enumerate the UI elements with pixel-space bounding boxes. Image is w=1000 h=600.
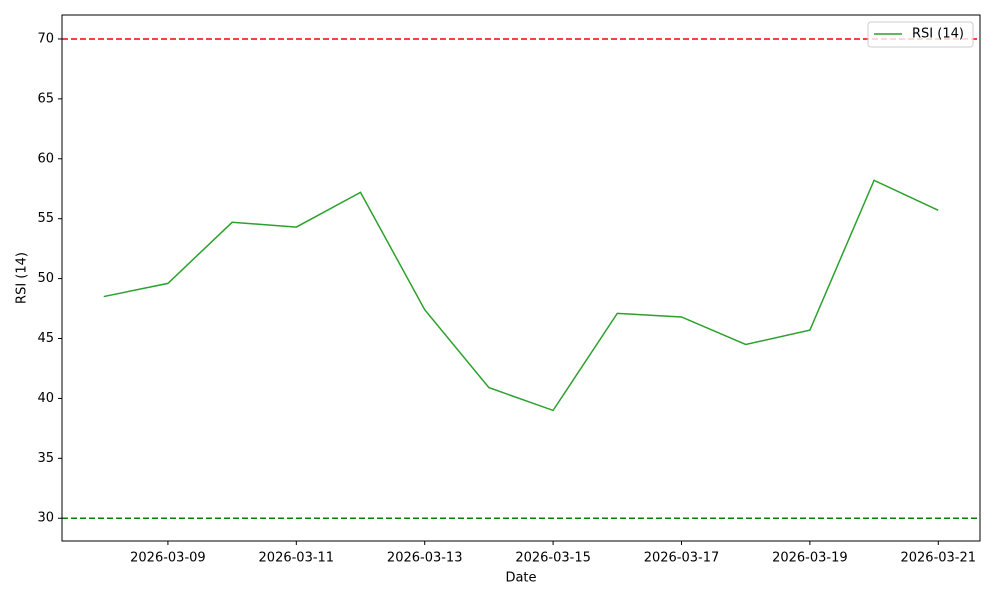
y-tick-label: 55 — [37, 211, 54, 226]
x-tick-label: 2026-03-11 — [259, 551, 335, 566]
x-tick-label: 2026-03-19 — [772, 551, 848, 566]
x-tick-label: 2026-03-09 — [130, 551, 206, 566]
y-tick-label: 50 — [37, 271, 54, 286]
legend-label: RSI (14) — [912, 27, 964, 42]
y-tick-label: 30 — [37, 511, 54, 526]
y-tick-label: 60 — [37, 151, 54, 166]
y-tick-label: 70 — [37, 31, 54, 46]
y-tick-label: 45 — [37, 331, 54, 346]
y-tick-label: 65 — [37, 91, 54, 106]
x-tick-label: 2026-03-21 — [900, 551, 976, 566]
legend-box — [867, 21, 974, 48]
y-axis-label: RSI (14) — [15, 252, 30, 304]
y-tick-label: 35 — [37, 451, 54, 466]
y-tick-label: 40 — [37, 391, 54, 406]
x-tick-label: 2026-03-13 — [387, 551, 463, 566]
data-line — [103, 179, 939, 412]
x-axis-label: Date — [505, 571, 536, 586]
axes-frame — [61, 14, 981, 542]
x-tick-label: 2026-03-17 — [644, 551, 720, 566]
x-tick-label: 2026-03-15 — [515, 551, 591, 566]
